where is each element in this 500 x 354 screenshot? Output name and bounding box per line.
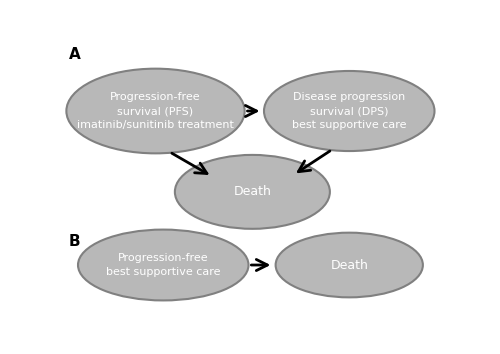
Text: Death: Death xyxy=(234,185,272,198)
Text: Progression-free
survival (PFS)
imatinib/sunitinib treatment: Progression-free survival (PFS) imatinib… xyxy=(77,92,234,130)
Ellipse shape xyxy=(264,71,434,151)
Ellipse shape xyxy=(78,230,248,301)
Text: A: A xyxy=(68,47,80,62)
Ellipse shape xyxy=(276,233,423,297)
Text: Death: Death xyxy=(330,258,368,272)
Text: Progression-free
best supportive care: Progression-free best supportive care xyxy=(106,253,220,277)
Text: Disease progression
survival (DPS)
best supportive care: Disease progression survival (DPS) best … xyxy=(292,92,406,130)
Ellipse shape xyxy=(175,155,330,229)
Text: B: B xyxy=(68,234,80,249)
Ellipse shape xyxy=(66,69,244,153)
